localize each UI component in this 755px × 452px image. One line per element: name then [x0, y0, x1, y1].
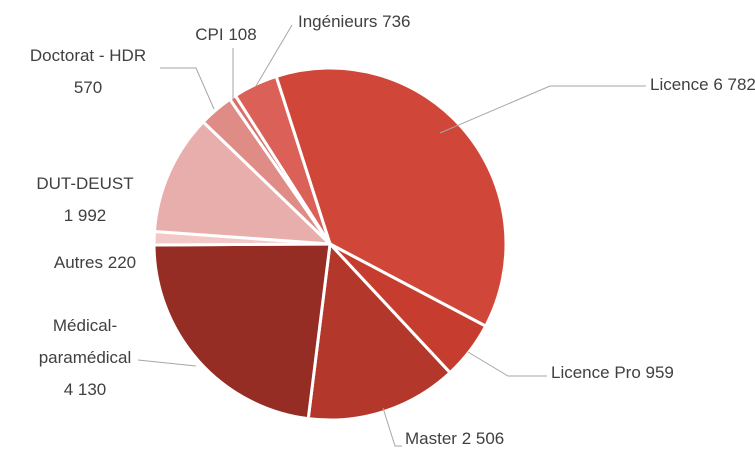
leader-line: [467, 351, 547, 377]
data-label: 570: [74, 78, 102, 97]
category-label: Licence: [650, 75, 709, 94]
data-label: paramédical: [39, 348, 132, 367]
value-label: 2 506: [462, 429, 505, 448]
data-label: DUT-DEUST: [36, 174, 133, 193]
data-label: 1 992: [64, 206, 107, 225]
leader-line: [137, 359, 197, 367]
data-label: Licence 6 782: [650, 75, 755, 94]
value-label: 736: [382, 12, 410, 31]
data-label: Licence Pro 959: [551, 363, 674, 382]
category-label: paramédical: [39, 348, 132, 367]
data-label: Ingénieurs 736: [298, 12, 411, 31]
category-label: Ingénieurs: [298, 12, 377, 31]
leader-line: [439, 85, 646, 134]
category-label: CPI: [195, 25, 223, 44]
data-label: Autres 220: [54, 253, 136, 272]
value-label: 570: [74, 78, 102, 97]
value-label: 959: [646, 363, 674, 382]
pie-slice: [274, 66, 508, 329]
category-label: DUT-DEUST: [36, 174, 133, 193]
pie-slice: [152, 119, 335, 246]
pie-slice: [233, 74, 332, 245]
category-label: Licence Pro: [551, 363, 641, 382]
data-label: CPI 108: [195, 25, 256, 44]
value-label: 4 130: [64, 380, 107, 399]
leader-line: [382, 407, 402, 447]
data-label: Médical-: [53, 316, 117, 335]
value-label: 108: [228, 25, 256, 44]
data-label: Master 2 506: [405, 429, 504, 448]
value-label: 220: [108, 253, 136, 272]
category-label: Master: [405, 429, 457, 448]
leader-line: [160, 67, 215, 110]
value-label: 6 782: [713, 75, 755, 94]
pie-slice: [152, 242, 332, 421]
data-label: Doctorat - HDR: [30, 46, 146, 65]
leader-line: [255, 24, 293, 87]
category-label: Autres: [54, 253, 103, 272]
data-label: 4 130: [64, 380, 107, 399]
category-label: Médical-: [53, 316, 117, 335]
category-label: Doctorat - HDR: [30, 46, 146, 65]
value-label: 1 992: [64, 206, 107, 225]
